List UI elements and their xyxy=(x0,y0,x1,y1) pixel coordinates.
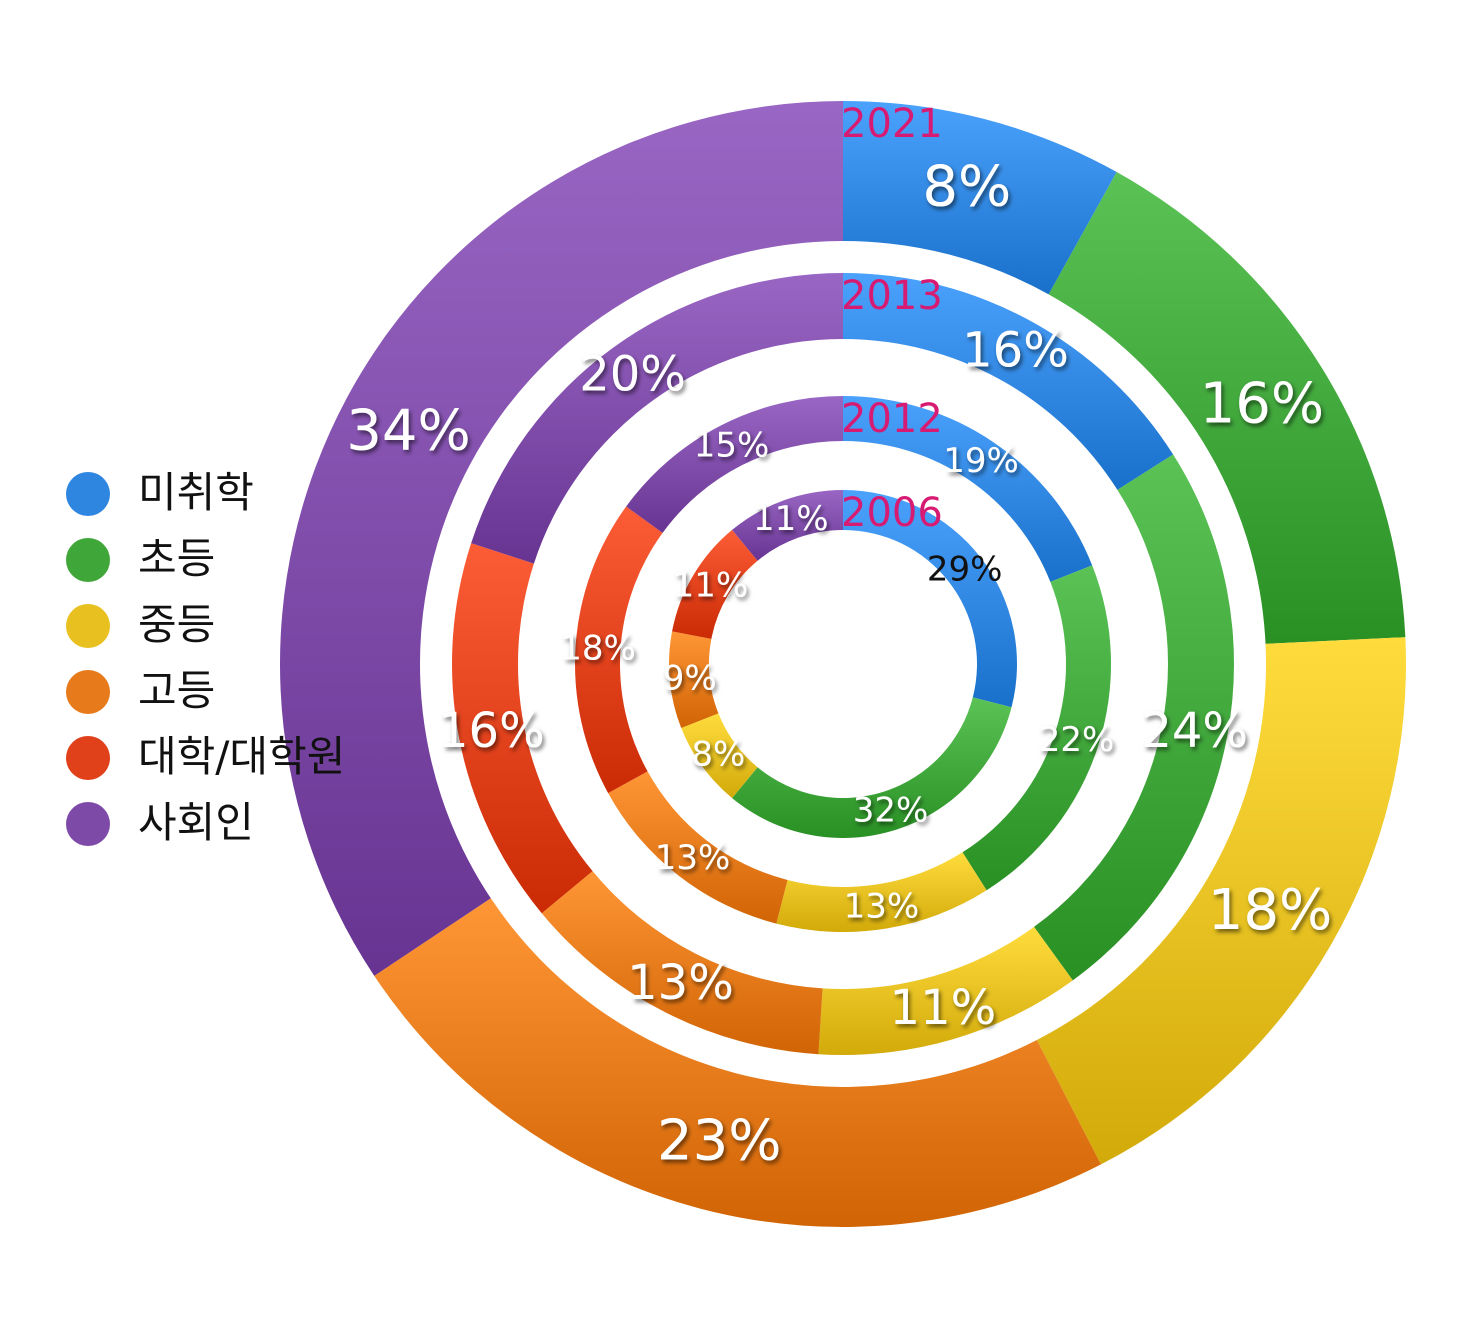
label-2006--: 8% xyxy=(691,735,745,775)
slice-2021-- xyxy=(374,898,1101,1227)
label-2012--: 22% xyxy=(1039,720,1115,760)
slice-2012-- xyxy=(962,565,1111,891)
label-2013--: 20% xyxy=(579,346,686,402)
label-2013--: 16% xyxy=(438,703,545,759)
legend-swatch-middle xyxy=(66,604,110,648)
slice-2012-- xyxy=(575,506,663,794)
slice-2012-- xyxy=(626,396,843,533)
slice-2006-- xyxy=(732,697,1012,838)
labels-layer: 29%32%8%9%11%11%19%22%13%13%18%15%16%24%… xyxy=(346,154,1332,1173)
slice-2006-- xyxy=(732,490,843,561)
label-2013--: 11% xyxy=(890,980,997,1036)
label-2006--: 11% xyxy=(673,566,749,606)
years-layer: 2006 2012 2013 2021 xyxy=(841,101,943,536)
legend-swatch-university xyxy=(66,736,110,780)
slice-2021-- xyxy=(280,101,843,976)
label-2021--: 18% xyxy=(1208,878,1332,943)
label-2013--: 13% xyxy=(627,955,734,1011)
legend-item-adult: 사회인 xyxy=(66,798,396,848)
slice-2006-- xyxy=(843,490,1017,708)
label-2006--: 9% xyxy=(663,658,717,698)
legend-swatch-high xyxy=(66,670,110,714)
year-label-2006: 2006 xyxy=(841,490,943,536)
slice-2021-- xyxy=(843,101,1117,295)
legend-item-preschool: 미취학 xyxy=(66,468,396,518)
legend-label-adult: 사회인 xyxy=(138,798,254,847)
legend-swatch-adult xyxy=(66,802,110,846)
label-2012--: 15% xyxy=(694,425,770,465)
legend-label-preschool: 미취학 xyxy=(138,468,254,517)
legend-label-middle: 중등 xyxy=(138,600,216,649)
year-label-2021: 2021 xyxy=(841,101,943,147)
slice-2012-- xyxy=(776,852,987,932)
legend-swatch-elementary xyxy=(66,538,110,582)
slice-2013-- xyxy=(541,871,823,1055)
legend-item-university: 대학/대학원 xyxy=(66,732,396,782)
label-2013--: 16% xyxy=(962,322,1069,378)
legend-item-elementary: 초등 xyxy=(66,534,396,584)
label-2021--: 16% xyxy=(1200,372,1324,437)
legend: 미취학 초등 중등 고등 대학/대학원 사회인 xyxy=(66,468,396,858)
label-2006--: 32% xyxy=(853,790,929,830)
slice-2013-- xyxy=(471,273,843,564)
legend-swatch-preschool xyxy=(66,472,110,516)
slice-2013-- xyxy=(818,926,1073,1055)
slice-2013-- xyxy=(843,273,1174,490)
year-label-2012: 2012 xyxy=(841,396,943,442)
label-2021--: 34% xyxy=(346,399,470,464)
slice-2006-- xyxy=(672,529,758,639)
label-2006--: 29% xyxy=(927,550,1003,590)
label-2012--: 13% xyxy=(655,838,731,878)
rings-layer xyxy=(280,101,1406,1227)
label-2013--: 24% xyxy=(1141,703,1248,759)
legend-item-high: 고등 xyxy=(66,666,396,716)
label-2012--: 18% xyxy=(560,629,636,669)
legend-label-high: 고등 xyxy=(138,666,216,715)
legend-label-elementary: 초등 xyxy=(138,534,216,583)
slice-2013-- xyxy=(451,543,593,914)
slice-2013-- xyxy=(1034,454,1234,981)
slice-2021-- xyxy=(1036,637,1406,1165)
slice-2012-- xyxy=(843,396,1093,582)
slice-2006-- xyxy=(681,713,758,799)
slice-2006-- xyxy=(669,631,719,729)
slice-2021-- xyxy=(1048,172,1406,644)
year-label-2013: 2013 xyxy=(841,273,943,319)
label-2006--: 11% xyxy=(753,499,829,539)
label-2021--: 8% xyxy=(922,154,1011,219)
legend-item-middle: 중등 xyxy=(66,600,396,650)
legend-label-university: 대학/대학원 xyxy=(138,732,346,781)
label-2021--: 23% xyxy=(657,1109,781,1174)
slice-2012-- xyxy=(608,771,788,924)
label-2012--: 19% xyxy=(943,441,1019,481)
label-2012--: 13% xyxy=(844,886,920,926)
